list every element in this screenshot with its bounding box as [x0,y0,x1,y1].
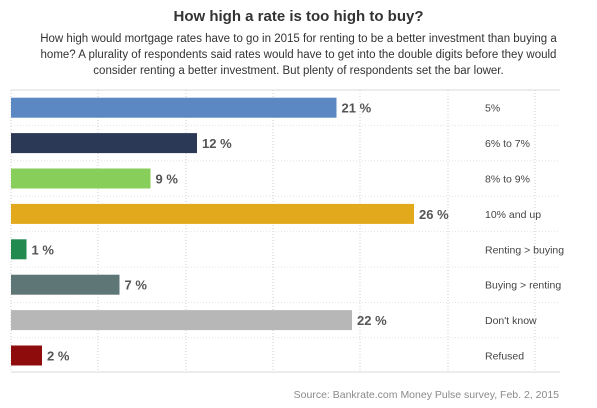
bar-2 [11,168,151,189]
category-label-7: Refused [485,351,524,363]
category-label-1: 6% to 7% [485,138,530,150]
data-label-7: 2 % [47,349,70,364]
data-label-0: 21 % [342,101,372,116]
bar-3 [11,203,414,224]
data-label-6: 22 % [357,313,387,328]
chart-title: How high a rate is too high to buy? [173,8,424,25]
bar-0 [11,97,337,118]
category-label-2: 8% to 9% [485,174,530,186]
bar-5 [11,274,120,295]
data-label-2: 9 % [156,172,179,187]
bar-1 [11,133,197,154]
chart-subtitle: How high would mortgage rates have to go… [40,33,557,77]
bar-6 [11,310,352,331]
data-label-5: 7 % [125,278,148,293]
category-label-3: 10% and up [485,209,541,221]
data-label-3: 26 % [419,207,449,222]
bar-4 [11,239,27,260]
data-label-1: 12 % [202,136,232,151]
category-label-4: Renting > buying [485,244,564,256]
chart-source: Source: Bankrate.com Money Pulse survey,… [293,389,559,401]
category-label-0: 5% [485,103,500,115]
data-label-4: 1 % [32,242,55,257]
bar-7 [11,345,42,366]
category-label-6: Don't know [485,315,537,327]
category-label-5: Buying > renting [485,280,561,292]
